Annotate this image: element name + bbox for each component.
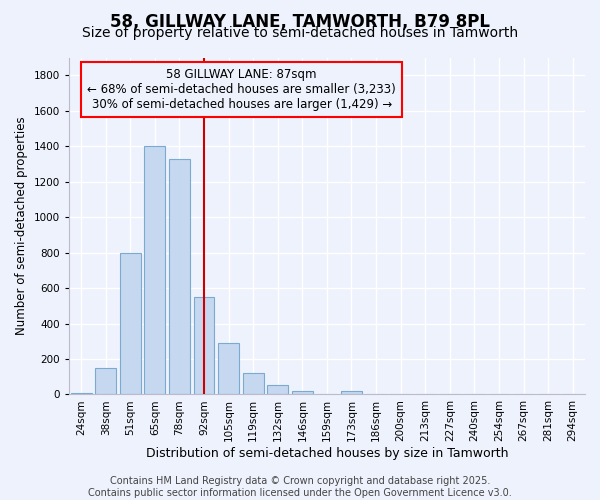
Bar [243,373,263,394]
Bar [71,392,92,394]
Bar [95,368,116,394]
Bar [268,384,288,394]
Bar [218,343,239,394]
Text: 58 GILLWAY LANE: 87sqm
← 68% of semi-detached houses are smaller (3,233)
30% of : 58 GILLWAY LANE: 87sqm ← 68% of semi-det… [88,68,396,110]
Bar [120,252,141,394]
Text: Size of property relative to semi-detached houses in Tamworth: Size of property relative to semi-detach… [82,26,518,40]
Text: 58, GILLWAY LANE, TAMWORTH, B79 8PL: 58, GILLWAY LANE, TAMWORTH, B79 8PL [110,12,490,30]
Bar [194,297,214,394]
X-axis label: Distribution of semi-detached houses by size in Tamworth: Distribution of semi-detached houses by … [146,447,508,460]
Y-axis label: Number of semi-detached properties: Number of semi-detached properties [15,116,28,336]
Bar [145,146,166,394]
Text: Contains HM Land Registry data © Crown copyright and database right 2025.
Contai: Contains HM Land Registry data © Crown c… [88,476,512,498]
Bar [341,391,362,394]
Bar [292,391,313,394]
Bar [169,158,190,394]
